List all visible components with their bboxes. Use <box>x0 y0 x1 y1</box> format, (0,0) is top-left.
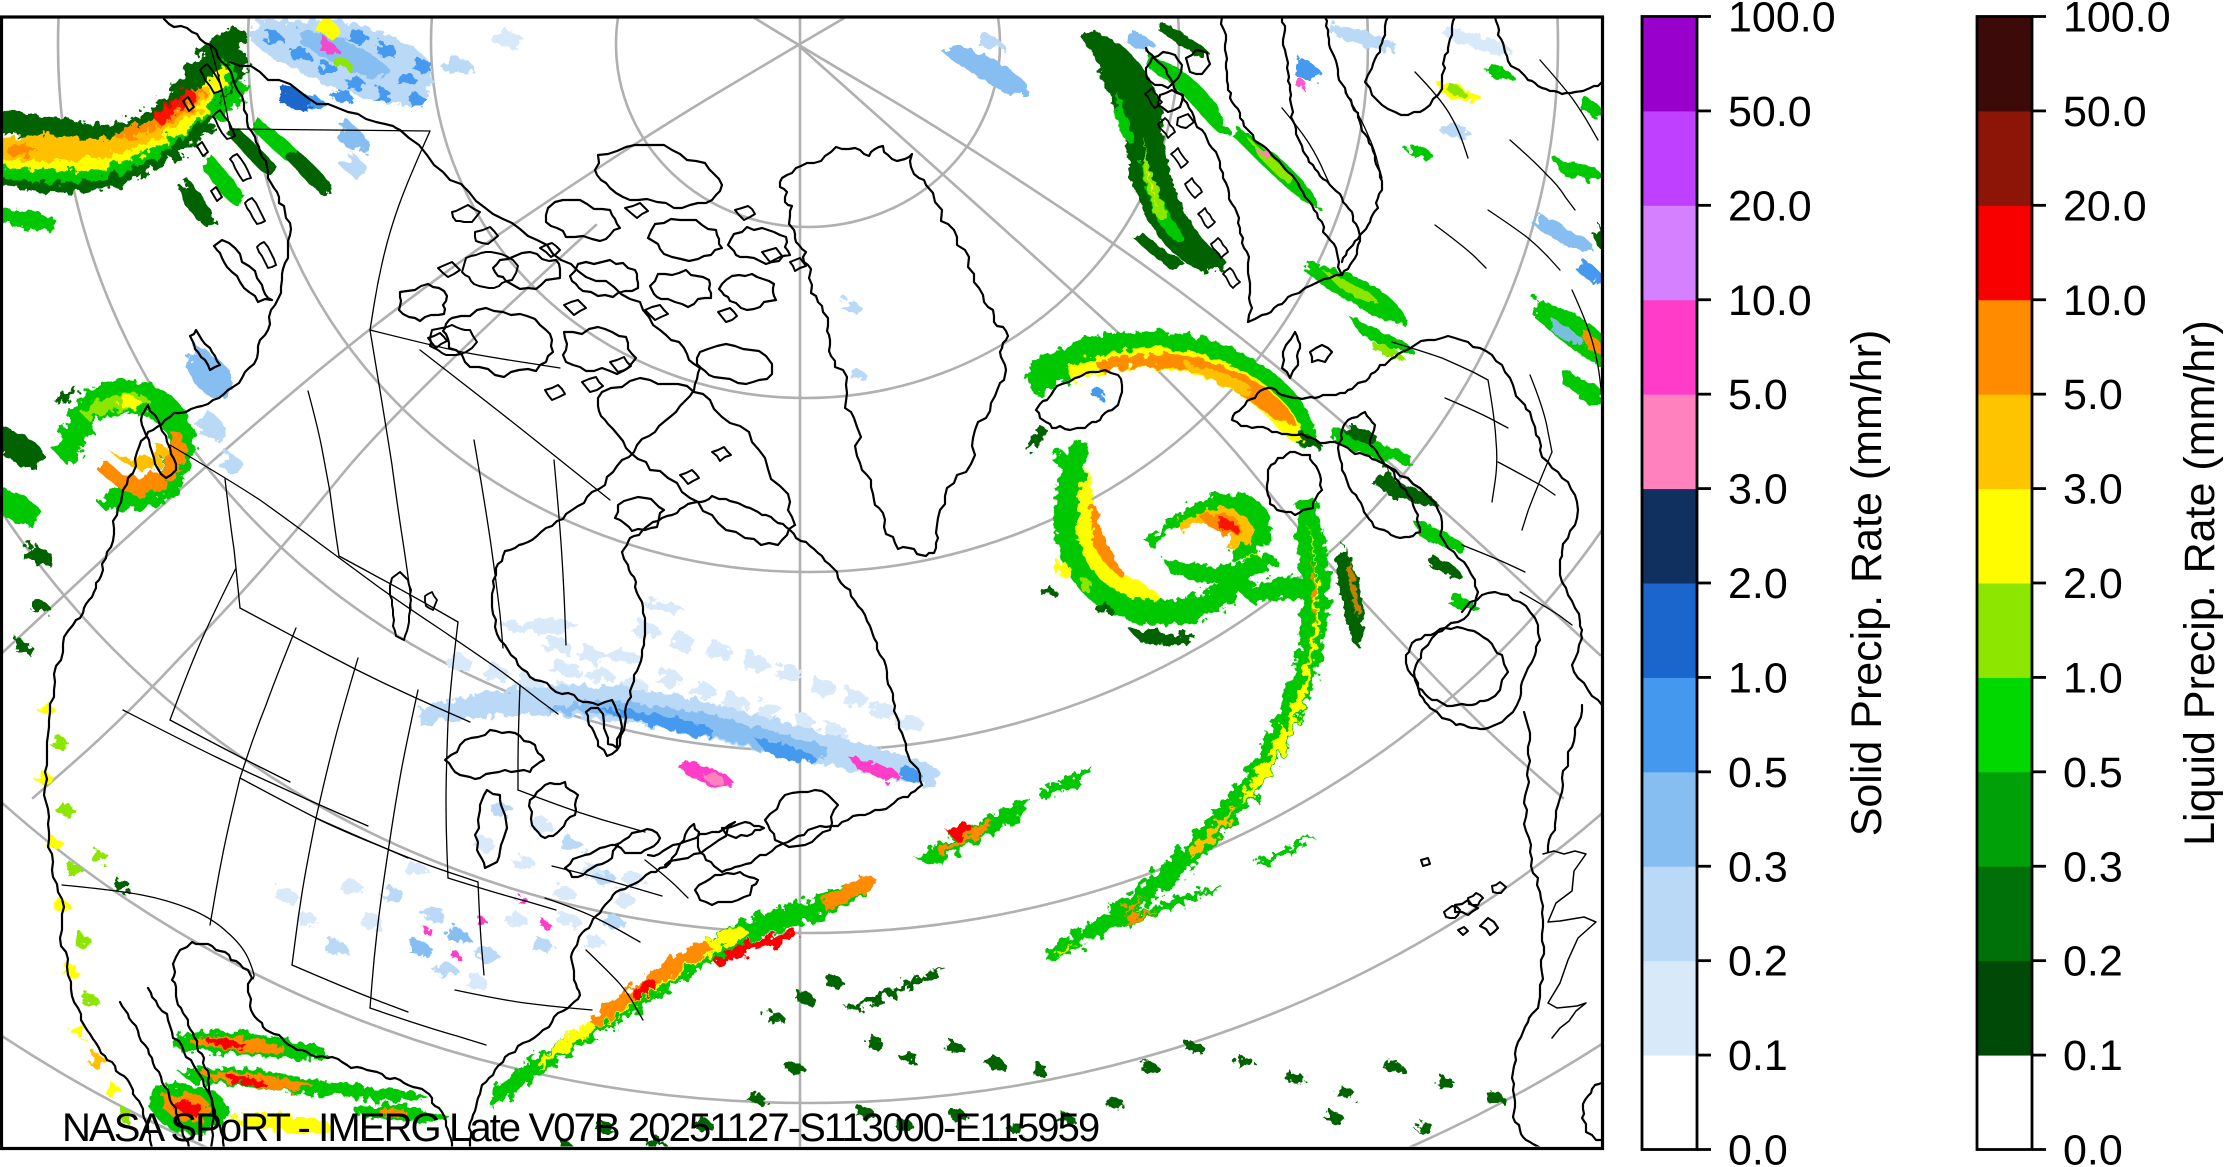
svg-text:3.0: 3.0 <box>1728 466 1788 514</box>
svg-text:0.3: 0.3 <box>1728 843 1788 891</box>
svg-text:50.0: 50.0 <box>2063 88 2147 136</box>
svg-text:50.0: 50.0 <box>1728 88 1812 136</box>
svg-text:0.1: 0.1 <box>2063 1032 2123 1080</box>
svg-text:20.0: 20.0 <box>1728 182 1812 230</box>
svg-text:0.1: 0.1 <box>1728 1032 1788 1080</box>
svg-text:5.0: 5.0 <box>2063 371 2123 419</box>
svg-text:1.0: 1.0 <box>2063 654 2123 702</box>
svg-text:NASA SPoRT - IMERG Late V07B 2: NASA SPoRT - IMERG Late V07B 20251127-S1… <box>62 1106 1099 1150</box>
svg-text:3.0: 3.0 <box>2063 466 2123 514</box>
svg-text:0.3: 0.3 <box>2063 843 2123 891</box>
svg-text:Liquid Precip. Rate (mm/hr): Liquid Precip. Rate (mm/hr) <box>2176 320 2224 846</box>
svg-text:Solid Precip. Rate (mm/hr): Solid Precip. Rate (mm/hr) <box>1843 330 1891 837</box>
svg-text:1.0: 1.0 <box>1728 654 1788 702</box>
svg-text:0.2: 0.2 <box>2063 938 2123 986</box>
svg-text:10.0: 10.0 <box>1728 277 1812 325</box>
svg-text:0.5: 0.5 <box>2063 749 2123 797</box>
svg-text:5.0: 5.0 <box>1728 371 1788 419</box>
svg-text:2.0: 2.0 <box>1728 560 1788 608</box>
svg-text:0.0: 0.0 <box>2063 1127 2123 1167</box>
svg-text:2.0: 2.0 <box>2063 560 2123 608</box>
svg-text:10.0: 10.0 <box>2063 277 2147 325</box>
svg-text:0.2: 0.2 <box>1728 938 1788 986</box>
svg-text:0.0: 0.0 <box>1728 1127 1788 1167</box>
svg-text:100.0: 100.0 <box>2063 0 2171 42</box>
svg-text:20.0: 20.0 <box>2063 182 2147 230</box>
svg-text:0.5: 0.5 <box>1728 749 1788 797</box>
svg-text:100.0: 100.0 <box>1728 0 1836 42</box>
